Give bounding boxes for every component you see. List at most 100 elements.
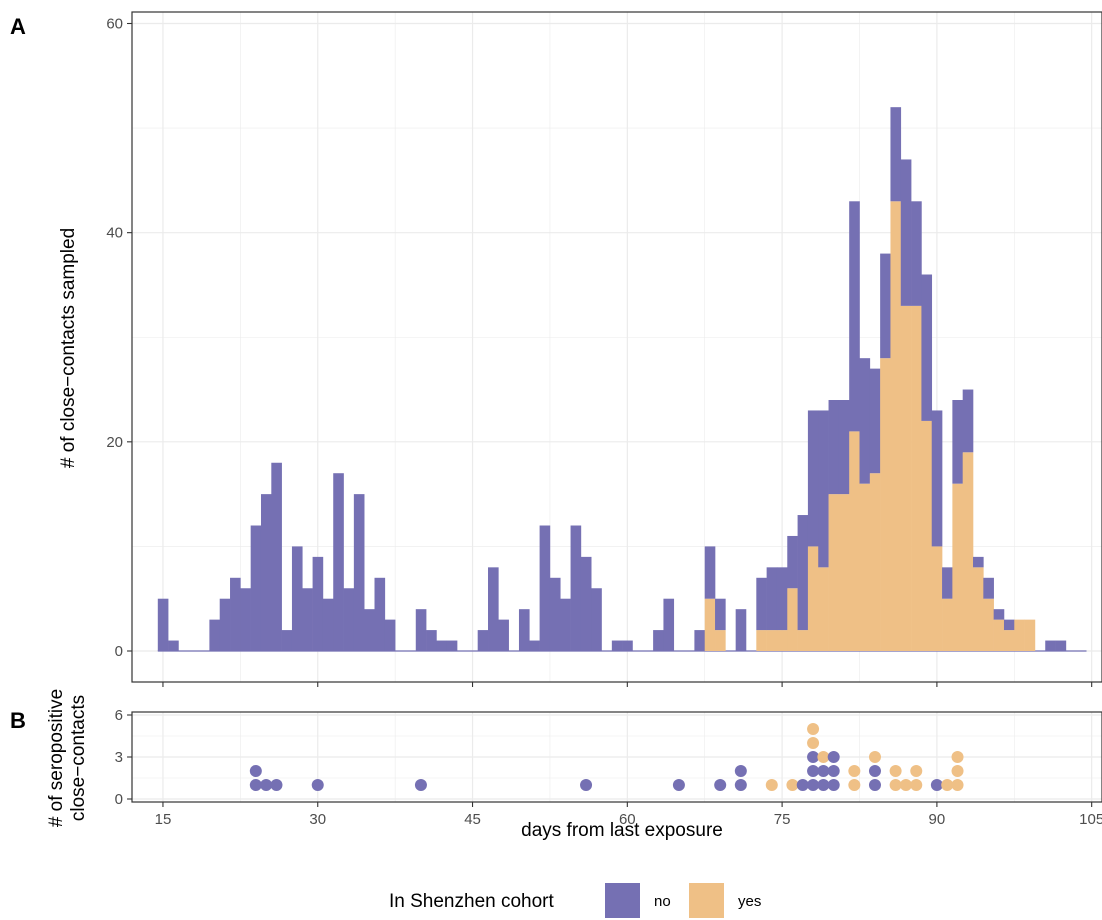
bar-no [364,609,375,651]
panel-a-label: A [10,14,26,39]
seropositive-point-yes [786,779,799,791]
bar-no [230,577,241,651]
bar-no [539,525,551,651]
panel-a-x-ticks [162,682,1093,687]
panel-a-y-tick-label: 0 [115,643,123,660]
bar-no [900,159,912,306]
x-axis-title: days from last exposure [521,820,723,841]
seropositive-point-no [734,765,747,777]
bar-no [250,525,262,651]
seropositive-point-yes [807,723,820,735]
panel-b-points [249,723,964,791]
bar-no [260,494,272,651]
bar-no [849,201,860,432]
bar-yes [921,420,933,651]
legend-label-no: no [654,893,671,910]
panel-a-border [131,11,1102,683]
bar-yes [973,567,984,651]
bar-no [529,640,540,651]
bar-no [312,556,324,651]
bar-no [415,609,427,651]
bar-yes [828,494,840,651]
bar-yes [869,473,881,651]
bar-no [859,358,871,484]
bar-no [209,619,221,651]
bar-no [353,494,365,651]
seropositive-point-yes [765,779,778,791]
bar-no [735,609,747,651]
seropositive-point-yes [951,779,964,791]
x-tick-label: 105 [1079,811,1102,828]
bar-no [560,598,571,651]
x-tick-label: 60 [619,811,636,828]
legend-swatch-yes [689,883,724,918]
panel-b-y-axis-title-line2: close−contacts [68,695,89,821]
seropositive-point-no [270,779,283,791]
bar-yes [993,619,1005,651]
bar-yes [797,630,809,651]
bar-yes [880,358,891,651]
bar-no [157,598,169,651]
legend-swatch-no [605,883,640,918]
bar-no [818,410,829,568]
bar-no [663,598,675,651]
panel-a-y-tick-label: 20 [106,434,123,451]
seropositive-point-no [249,765,262,777]
x-tick-label: 45 [464,811,481,828]
x-tick-label: 90 [929,811,946,828]
seropositive-point-yes [951,765,964,777]
bar-no [973,556,984,568]
seropositive-point-yes [807,737,820,749]
bar-yes [776,630,788,651]
bar-yes [962,452,974,651]
bar-yes [983,598,994,651]
panel-b-y-tick-label: 0 [115,791,123,808]
seropositive-point-yes [817,751,830,763]
seropositive-point-yes [848,779,861,791]
bar-no [704,546,716,599]
bar-yes [807,546,819,651]
seropositive-point-no [868,765,881,777]
seropositive-point-no [260,779,273,791]
panel-b-grid [132,712,1102,802]
bar-no [384,619,396,651]
bar-no [333,473,344,651]
bar-no [828,400,840,495]
bar-no [219,598,231,651]
bar-no [498,619,509,651]
legend-label-yes: yes [738,893,761,910]
bar-no [983,577,994,599]
bar-no [549,577,561,651]
bar-yes [818,567,829,651]
seropositive-point-yes [951,751,964,763]
bar-no [880,253,891,359]
seropositive-point-yes [941,779,954,791]
panel-b-label: B [10,708,26,733]
seropositive-point-no [807,751,820,763]
panel-b-y-ticks: 0 3 6 [115,707,132,808]
bar-yes [1003,630,1015,651]
bar-yes [787,588,798,651]
seropositive-point-no [311,779,324,791]
bar-no [446,640,458,651]
bar-no [271,462,282,651]
bar-yes [952,483,963,651]
bar-no [715,598,726,631]
bar-no [797,515,809,631]
seropositive-point-yes [910,765,923,777]
bar-no [993,609,1005,620]
bar-no [1003,619,1015,631]
bar-yes [756,630,767,651]
seropositive-point-no [807,765,820,777]
bar-no [921,274,933,421]
bar-no [766,567,778,631]
panel-b-y-tick-label: 6 [115,707,123,724]
bar-no [436,640,448,651]
seropositive-point-no [827,779,840,791]
bar-yes [1024,619,1036,651]
seropositive-point-yes [889,779,902,791]
seropositive-point-no [672,779,685,791]
seropositive-point-no [817,765,830,777]
seropositive-point-no [817,779,830,791]
